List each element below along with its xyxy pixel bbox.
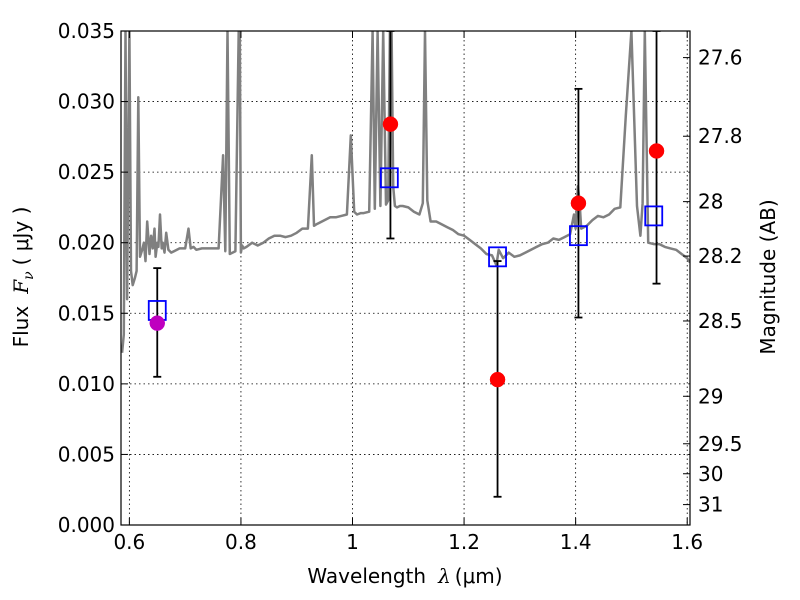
x-axis-label: Wavelength λ (μm) bbox=[307, 564, 502, 588]
y2-tick-label: 30 bbox=[698, 462, 723, 486]
y2-tick-label: 29.5 bbox=[698, 432, 743, 456]
observed-point bbox=[489, 371, 506, 388]
y2-tick-label: 28.2 bbox=[698, 244, 743, 268]
y-tick-label: 0.015 bbox=[58, 301, 115, 325]
observed-point bbox=[648, 143, 665, 159]
y-tick-label: 0.030 bbox=[58, 90, 115, 114]
y2-tick-label: 31 bbox=[698, 493, 723, 517]
plot-frame bbox=[120, 30, 691, 526]
observed-point-layer bbox=[149, 116, 665, 388]
observed-point bbox=[149, 315, 166, 331]
x-tick-label: 1 bbox=[346, 530, 359, 554]
x-tick-label: 1.6 bbox=[671, 530, 703, 554]
y2-tick-label: 28.5 bbox=[698, 309, 743, 333]
observed-point bbox=[570, 195, 587, 211]
y2-tick-label: 29 bbox=[698, 384, 723, 408]
y-tick-label: 0.025 bbox=[58, 160, 115, 184]
y-tick-label: 0.020 bbox=[58, 231, 115, 255]
spectrum-line bbox=[121, 31, 690, 353]
model-square-point bbox=[569, 225, 588, 247]
y2-axis-label: Magnitude (AB) bbox=[756, 199, 780, 354]
x-tick-label: 1.4 bbox=[560, 530, 592, 554]
y-axis-label: FluxFν( μJy ) bbox=[9, 207, 37, 348]
y-tick-label: 0.035 bbox=[58, 19, 115, 43]
x-tick-label: 1.2 bbox=[448, 530, 480, 554]
y-tick-label: 0.000 bbox=[58, 513, 115, 537]
spectrum-layer bbox=[121, 31, 690, 353]
model-point-layer bbox=[147, 167, 664, 321]
y-tick-label: 0.010 bbox=[58, 372, 115, 396]
axis-ticks: 0.6 0.8 1 1.2 1.4 1.6 0.000 0.005 0.010 0.015 0.02… bbox=[58, 19, 743, 554]
model-square-point bbox=[644, 205, 664, 227]
y2-tick-label: 27.6 bbox=[698, 46, 743, 70]
model-square-point bbox=[379, 167, 399, 189]
y2-tick-label: 27.8 bbox=[698, 124, 743, 148]
observed-point bbox=[382, 116, 399, 132]
x-tick-label: 0.8 bbox=[225, 530, 257, 554]
model-square-point bbox=[488, 246, 507, 268]
x-tick-label: 0.6 bbox=[113, 530, 145, 554]
y-tick-label: 0.005 bbox=[58, 442, 115, 466]
y2-tick-label: 28 bbox=[698, 190, 723, 214]
